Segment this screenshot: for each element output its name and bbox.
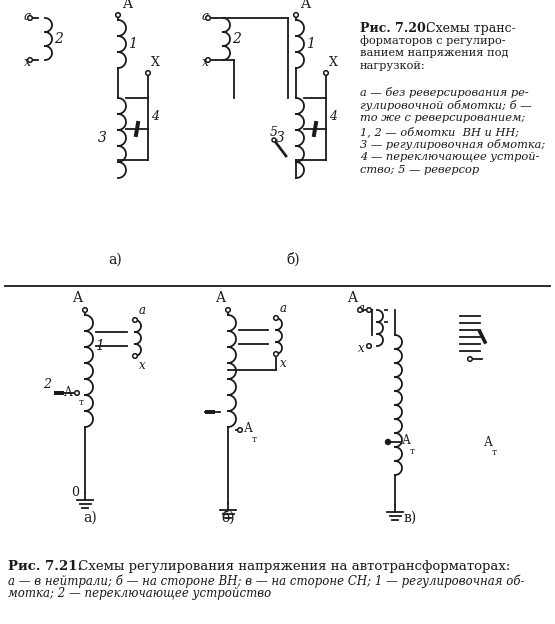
Text: Схемы транс-: Схемы транс- <box>422 22 516 35</box>
Circle shape <box>115 12 120 17</box>
Circle shape <box>206 16 210 21</box>
Text: Рис. 7.21.: Рис. 7.21. <box>8 560 82 573</box>
Text: а — в нейтрали; б — на стороне ВН; в — на стороне СН; 1 — регулировочная об-: а — в нейтрали; б — на стороне ВН; в — н… <box>8 575 524 588</box>
Text: а: а <box>358 301 365 314</box>
Text: 3 — регулировочная обмотка;: 3 — регулировочная обмотка; <box>360 139 545 150</box>
Circle shape <box>358 308 362 312</box>
Text: 0: 0 <box>71 487 79 499</box>
Text: а: а <box>139 304 146 317</box>
Text: А: А <box>484 436 493 449</box>
Text: A: A <box>122 0 132 11</box>
Text: A: A <box>72 291 82 305</box>
Text: а): а) <box>83 511 97 525</box>
Circle shape <box>468 357 472 361</box>
Circle shape <box>146 71 150 76</box>
Text: нагрузкой:: нагрузкой: <box>360 61 426 71</box>
Text: 3: 3 <box>276 131 285 145</box>
Text: x: x <box>139 359 145 372</box>
Circle shape <box>28 16 32 21</box>
Circle shape <box>274 316 278 320</box>
Circle shape <box>294 12 298 17</box>
Circle shape <box>133 318 137 323</box>
Text: x: x <box>359 341 365 354</box>
Text: А: А <box>402 434 411 447</box>
Text: А: А <box>64 386 73 399</box>
Text: т: т <box>79 398 84 407</box>
Text: x: x <box>24 56 31 69</box>
Text: 4: 4 <box>329 110 337 123</box>
Text: x: x <box>280 357 286 370</box>
Circle shape <box>28 57 32 62</box>
Text: A: A <box>347 291 357 305</box>
Text: A: A <box>300 0 310 11</box>
Text: то же с реверсированием;: то же с реверсированием; <box>360 113 525 123</box>
Text: 2: 2 <box>43 379 51 391</box>
Text: Схемы регулирования напряжения на автотрансформаторах:: Схемы регулирования напряжения на автотр… <box>74 560 511 573</box>
Text: ванием напряжения под: ванием напряжения под <box>360 48 508 58</box>
Text: А: А <box>244 422 253 436</box>
Text: x: x <box>202 56 209 69</box>
Text: 2: 2 <box>232 32 241 46</box>
Text: 4 — переключающее устрой-: 4 — переключающее устрой- <box>360 152 539 162</box>
Circle shape <box>238 427 243 432</box>
Text: X: X <box>151 56 160 69</box>
Circle shape <box>226 308 230 312</box>
Text: б): б) <box>286 253 300 267</box>
Text: а: а <box>280 302 287 315</box>
Text: 1: 1 <box>95 339 104 353</box>
Text: 5: 5 <box>270 127 278 140</box>
Circle shape <box>324 71 329 76</box>
Text: т: т <box>410 447 415 456</box>
Text: гулировочной обмотки; б —: гулировочной обмотки; б — <box>360 100 532 111</box>
Text: форматоров с регулиро-: форматоров с регулиро- <box>360 35 506 46</box>
Text: 4: 4 <box>151 110 159 123</box>
Text: б): б) <box>221 511 235 525</box>
Text: A: A <box>215 291 225 305</box>
Circle shape <box>367 308 371 312</box>
Text: X: X <box>329 56 338 69</box>
Circle shape <box>206 57 210 62</box>
Circle shape <box>83 308 87 312</box>
Text: а — без реверсирования ре-: а — без реверсирования ре- <box>360 87 529 98</box>
Text: мотка; 2 — переключающее устройство: мотка; 2 — переключающее устройство <box>8 587 271 600</box>
Text: 1: 1 <box>128 37 137 51</box>
Text: Рис. 7.20.: Рис. 7.20. <box>360 22 430 35</box>
Text: 3: 3 <box>98 131 107 145</box>
Text: а: а <box>24 9 32 22</box>
Text: 1, 2 — обмотки  ВН и НН;: 1, 2 — обмотки ВН и НН; <box>360 126 519 137</box>
Text: 1: 1 <box>306 37 315 51</box>
Circle shape <box>367 344 371 348</box>
Text: т: т <box>252 435 257 444</box>
Circle shape <box>386 439 391 444</box>
Circle shape <box>75 391 79 395</box>
Text: а: а <box>202 9 209 22</box>
Text: в): в) <box>403 511 417 525</box>
Circle shape <box>274 352 278 356</box>
Circle shape <box>133 354 137 358</box>
Text: 2: 2 <box>54 32 63 46</box>
Text: т: т <box>492 448 497 457</box>
Text: а): а) <box>108 253 122 267</box>
Circle shape <box>272 138 276 142</box>
Text: ство; 5 — реверсор: ство; 5 — реверсор <box>360 165 479 175</box>
